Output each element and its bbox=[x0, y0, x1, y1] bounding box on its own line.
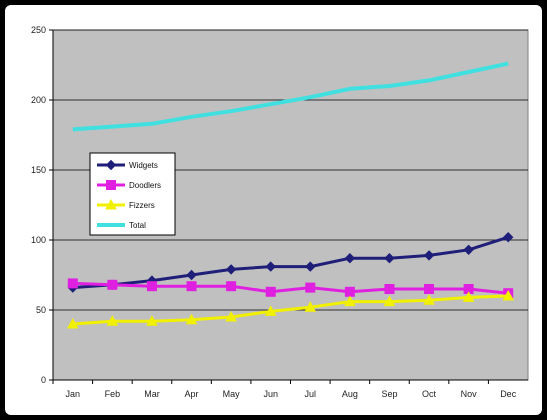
legend-box bbox=[89, 152, 176, 236]
data-point-fizzers bbox=[502, 289, 515, 301]
data-point-fizzers bbox=[423, 294, 435, 305]
data-point-widgets bbox=[503, 231, 514, 243]
data-point-widgets bbox=[463, 244, 474, 256]
data-point-widgets bbox=[265, 261, 276, 272]
y-tick-label: 150 bbox=[31, 165, 46, 175]
legend-swatch-marker bbox=[105, 198, 117, 210]
x-tick-label: Aug bbox=[342, 389, 358, 399]
data-point-widgets bbox=[305, 261, 316, 272]
legend-label: Doodlers bbox=[129, 181, 161, 190]
data-point-doodlers bbox=[305, 282, 316, 293]
legend: Widgets Doodlers Fizzers Total bbox=[89, 152, 176, 236]
data-point-widgets bbox=[344, 252, 356, 264]
legend-entry-doodlers: Doodlers bbox=[97, 180, 161, 190]
line-chart: 0 50 100 150 200 250 Jan Feb Mar Apr May Jun Jul Aug… bbox=[31, 25, 529, 399]
series-fizzers bbox=[66, 289, 515, 329]
x-tick-label: Feb bbox=[105, 389, 121, 399]
data-point-doodlers bbox=[146, 281, 157, 292]
legend-label: Total bbox=[129, 221, 146, 230]
data-point-doodlers bbox=[226, 281, 237, 292]
series-line-doodlers bbox=[72, 281, 509, 295]
y-tick-label: 250 bbox=[31, 25, 46, 35]
data-point-fizzers bbox=[66, 317, 79, 329]
legend-label: Fizzers bbox=[129, 201, 155, 210]
x-tick-label: Apr bbox=[185, 389, 199, 399]
series-line-fizzers bbox=[72, 294, 509, 326]
y-axis: 0 50 100 150 200 250 bbox=[31, 25, 54, 385]
data-point-widgets bbox=[384, 252, 395, 264]
legend-entry-fizzers: Fizzers bbox=[97, 198, 155, 210]
legend-entry-total: Total bbox=[97, 221, 146, 230]
x-tick-label: Jun bbox=[263, 389, 278, 399]
data-point-fizzers bbox=[462, 291, 475, 302]
data-point-fizzers bbox=[264, 305, 277, 316]
x-tick-label: May bbox=[223, 389, 241, 399]
y-tick-label: 200 bbox=[31, 95, 46, 105]
y-tick-label: 50 bbox=[36, 305, 46, 315]
data-point-fizzers bbox=[106, 315, 119, 326]
data-point-doodlers bbox=[67, 278, 78, 289]
data-point-widgets bbox=[423, 250, 435, 261]
legend-label: Widgets bbox=[129, 161, 158, 170]
legend-swatch-marker bbox=[105, 159, 117, 171]
series-line-widgets bbox=[72, 235, 509, 290]
x-tick-label: Nov bbox=[461, 389, 478, 399]
chart-frame: 0 50 100 150 200 250 Jan Feb Mar Apr May Jun Jul Aug… bbox=[5, 5, 542, 415]
data-point-fizzers bbox=[383, 295, 396, 307]
x-tick-label: Jan bbox=[66, 389, 81, 399]
legend-swatch-marker bbox=[106, 180, 116, 190]
data-point-doodlers bbox=[344, 286, 355, 297]
data-point-doodlers bbox=[265, 286, 276, 297]
x-tick-label: Mar bbox=[144, 389, 160, 399]
series-total bbox=[72, 61, 509, 132]
legend-entry-widgets: Widgets bbox=[97, 159, 158, 171]
data-point-widgets bbox=[186, 269, 197, 281]
y-tick-label: 0 bbox=[41, 375, 46, 385]
x-tick-label: Oct bbox=[422, 389, 437, 399]
y-tick-label: 100 bbox=[31, 235, 46, 245]
data-point-fizzers bbox=[344, 295, 356, 307]
data-point-fizzers bbox=[225, 310, 237, 322]
x-tick-label: Sep bbox=[381, 389, 397, 399]
series-line-total bbox=[72, 61, 509, 132]
data-point-doodlers bbox=[186, 281, 197, 292]
x-tick-label: Jul bbox=[305, 389, 317, 399]
data-point-doodlers bbox=[424, 284, 435, 294]
x-tick-label: Dec bbox=[500, 389, 517, 399]
data-point-fizzers bbox=[146, 315, 158, 326]
series-group bbox=[66, 61, 515, 329]
data-point-doodlers bbox=[107, 279, 118, 290]
data-point-fizzers bbox=[185, 313, 198, 325]
data-point-fizzers bbox=[304, 301, 317, 312]
data-point-doodlers bbox=[384, 284, 395, 294]
data-point-widgets bbox=[225, 264, 237, 275]
x-axis: Jan Feb Mar Apr May Jun Jul Aug Sep Oct Nov Dec bbox=[52, 379, 528, 399]
